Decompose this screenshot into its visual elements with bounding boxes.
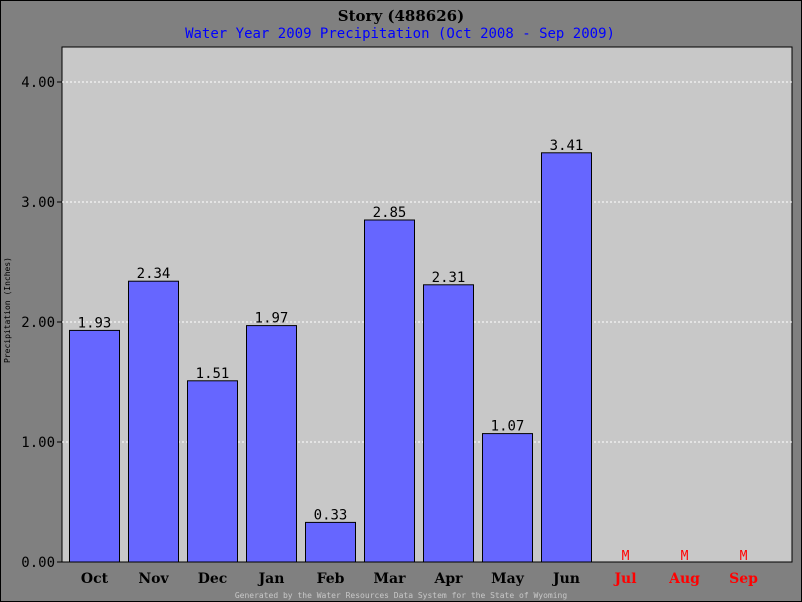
bar-jan [246, 325, 297, 563]
x-tick-label-feb: Feb [317, 571, 345, 587]
x-tick-label-mar: Mar [374, 571, 407, 587]
y-tick-label: 1.00 [21, 435, 55, 451]
bar-may [482, 433, 533, 563]
x-tick-label-apr: Apr [433, 571, 463, 587]
x-tick-label-may: May [491, 571, 525, 587]
bar-dec [187, 380, 238, 563]
bar-nov [128, 280, 179, 563]
missing-label-sep: M [740, 549, 748, 564]
y-axis-label: Precipitation (Inches) [3, 257, 12, 363]
data-label-apr: 2.31 [432, 270, 466, 286]
data-label-jun: 3.41 [550, 138, 584, 154]
y-axis-ticks: 0.00 1.00 2.00 3.00 4.00 [21, 75, 62, 571]
x-tick-label-sep: Sep [729, 571, 758, 587]
bar-oct [69, 329, 120, 563]
data-label-mar: 2.85 [373, 205, 407, 221]
x-tick-label-oct: Oct [81, 571, 109, 587]
x-tick-label-nov: Nov [138, 571, 169, 587]
bar-jun [541, 152, 592, 563]
data-label-oct: 1.93 [78, 315, 112, 331]
data-label-nov: 2.34 [137, 266, 171, 282]
data-labels: 1.93 2.34 1.51 1.97 0.33 2.85 2.31 1.07 3.41 M M M [78, 138, 748, 564]
y-tick-label: 3.00 [21, 195, 55, 211]
data-label-may: 1.07 [491, 419, 525, 435]
data-label-dec: 1.51 [196, 366, 230, 382]
y-tick-label: 4.00 [21, 75, 55, 91]
x-tick-label-jul: Jul [612, 571, 636, 587]
bar-feb [305, 521, 356, 563]
y-tick-label: 2.00 [21, 315, 55, 331]
data-label-feb: 0.33 [314, 507, 348, 523]
footer-credit: Generated by the Water Resources Data Sy… [235, 591, 568, 600]
missing-label-jul: M [622, 549, 630, 564]
x-tick-label-jun: Jun [551, 571, 580, 587]
y-tick-label: 0.00 [21, 555, 55, 571]
bars [69, 152, 592, 563]
x-tick-label-aug: Aug [668, 571, 700, 587]
x-tick-label-dec: Dec [198, 571, 228, 587]
chart-title: Story (488626) [338, 7, 464, 25]
chart-subtitle: Water Year 2009 Precipitation (Oct 2008 … [185, 26, 615, 42]
x-tick-label-jan: Jan [257, 571, 285, 587]
bar-apr [423, 284, 474, 563]
bar-mar [364, 219, 415, 563]
missing-label-aug: M [681, 549, 689, 564]
x-axis-ticks: Oct Nov Dec Jan Feb Mar Apr May Jun Jul Aug Sep [81, 571, 758, 587]
data-label-jan: 1.97 [255, 311, 289, 327]
